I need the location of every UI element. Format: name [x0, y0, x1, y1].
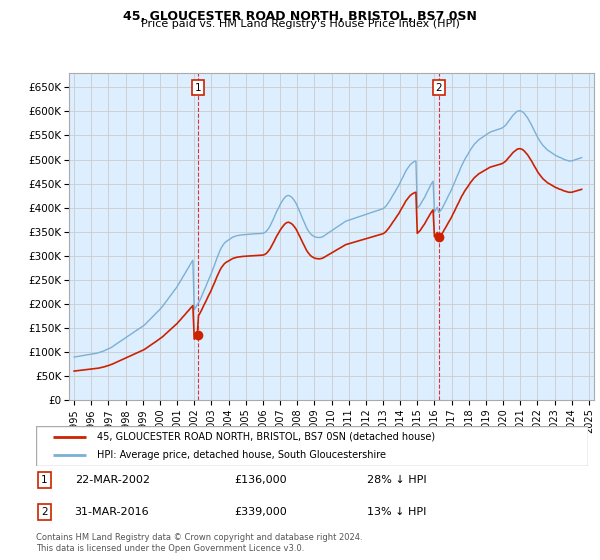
Text: £339,000: £339,000	[235, 507, 287, 517]
Text: 22-MAR-2002: 22-MAR-2002	[74, 475, 149, 485]
Text: 45, GLOUCESTER ROAD NORTH, BRISTOL, BS7 0SN (detached house): 45, GLOUCESTER ROAD NORTH, BRISTOL, BS7 …	[97, 432, 435, 442]
FancyBboxPatch shape	[36, 426, 588, 466]
Text: Price paid vs. HM Land Registry's House Price Index (HPI): Price paid vs. HM Land Registry's House …	[140, 19, 460, 29]
Text: 28% ↓ HPI: 28% ↓ HPI	[367, 475, 427, 485]
Text: 13% ↓ HPI: 13% ↓ HPI	[367, 507, 427, 517]
Text: 45, GLOUCESTER ROAD NORTH, BRISTOL, BS7 0SN: 45, GLOUCESTER ROAD NORTH, BRISTOL, BS7 …	[123, 10, 477, 23]
Text: 1: 1	[41, 475, 47, 485]
Text: 31-MAR-2016: 31-MAR-2016	[74, 507, 149, 517]
Text: HPI: Average price, detached house, South Gloucestershire: HPI: Average price, detached house, Sout…	[97, 450, 386, 460]
Bar	[198, 73, 439, 400]
Text: Contains HM Land Registry data © Crown copyright and database right 2024.
This d: Contains HM Land Registry data © Crown c…	[36, 533, 362, 553]
Text: 2: 2	[436, 82, 442, 92]
Text: £136,000: £136,000	[235, 475, 287, 485]
Text: 2: 2	[41, 507, 47, 517]
Text: 1: 1	[195, 82, 202, 92]
